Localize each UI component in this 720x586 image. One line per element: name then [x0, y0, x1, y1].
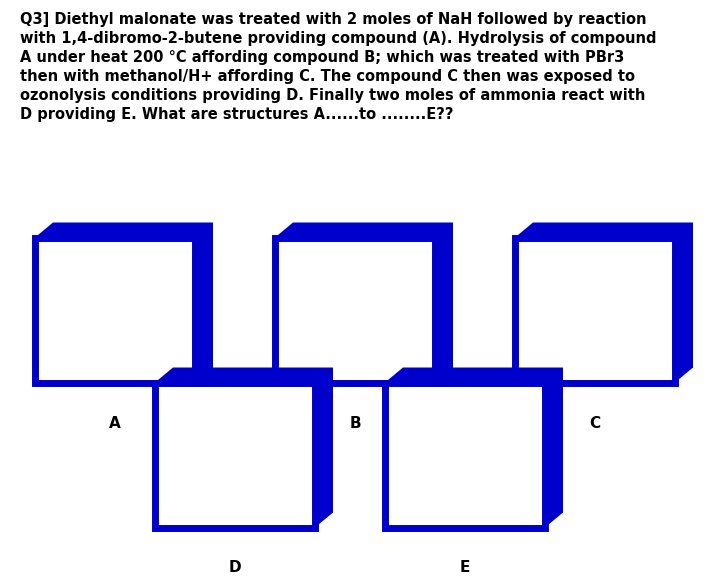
Text: B: B: [349, 415, 361, 431]
Bar: [515, 237, 675, 383]
Text: D: D: [229, 560, 241, 575]
Text: A: A: [109, 415, 121, 431]
Polygon shape: [675, 223, 693, 383]
Bar: [155, 383, 315, 527]
Polygon shape: [35, 223, 213, 237]
Text: Q3] Diethyl malonate was treated with 2 moles of NaH followed by reaction: Q3] Diethyl malonate was treated with 2 …: [20, 12, 647, 27]
Polygon shape: [155, 367, 333, 383]
Text: D providing E. What are structures A......to ........E??: D providing E. What are structures A....…: [20, 107, 454, 122]
Polygon shape: [275, 223, 453, 237]
Polygon shape: [435, 223, 453, 383]
Bar: [173, 367, 333, 513]
Text: ozonolysis conditions providing D. Finally two moles of ammonia react with: ozonolysis conditions providing D. Final…: [20, 88, 645, 103]
Text: A under heat 200 °C affording compound B; which was treated with PBr3: A under heat 200 °C affording compound B…: [20, 50, 624, 65]
Text: with 1,4-dibromo-2-butene providing compound (A). Hydrolysis of compound: with 1,4-dibromo-2-butene providing comp…: [20, 31, 657, 46]
Polygon shape: [545, 367, 563, 527]
Bar: [533, 223, 693, 367]
Bar: [35, 237, 195, 383]
Bar: [53, 223, 213, 367]
Bar: [293, 223, 453, 367]
Bar: [275, 237, 435, 383]
Polygon shape: [385, 367, 563, 383]
Text: C: C: [590, 415, 600, 431]
Polygon shape: [195, 223, 213, 383]
Text: then with methanol/H+ affording C. The compound C then was exposed to: then with methanol/H+ affording C. The c…: [20, 69, 635, 84]
Polygon shape: [315, 367, 333, 527]
Bar: [403, 367, 563, 513]
Text: E: E: [460, 560, 470, 575]
Polygon shape: [515, 223, 693, 237]
Bar: [385, 383, 545, 527]
